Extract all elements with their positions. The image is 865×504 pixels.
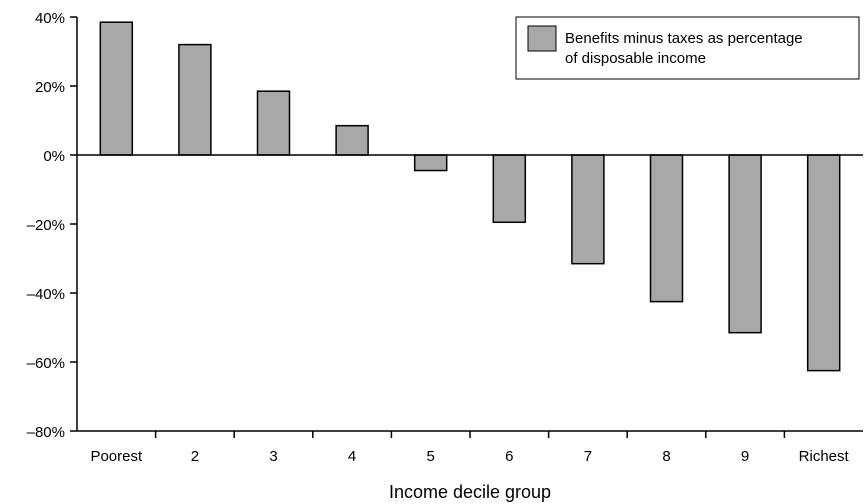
bar-2 — [178, 43, 212, 156]
y-tick-label: –20% — [27, 217, 65, 234]
bar-poorest — [99, 21, 134, 156]
y-tick-label: 40% — [35, 10, 65, 27]
y-tick-label: –40% — [27, 286, 65, 303]
x-tick-label: 5 — [427, 448, 435, 465]
x-tick-label: Poorest — [90, 448, 143, 465]
bar-9 — [728, 154, 762, 334]
legend-swatch — [527, 25, 557, 52]
bar-4 — [335, 124, 369, 156]
bar-5 — [413, 154, 448, 172]
legend-box — [515, 16, 860, 80]
bar-3 — [256, 90, 291, 156]
y-tick-label: –60% — [27, 355, 65, 372]
y-axis-ticks: 40% 20% 0% –20% –40% –60% –80% — [27, 10, 77, 441]
x-tick-label: 9 — [741, 448, 749, 465]
bar-8 — [649, 154, 684, 303]
bar-7 — [571, 154, 605, 265]
x-axis-ticks: Poorest 2 3 4 5 6 7 8 9 Richest — [90, 431, 850, 465]
bar-6 — [492, 154, 527, 224]
x-tick-label: Richest — [799, 448, 850, 465]
x-axis-title: Income decile group — [389, 482, 551, 502]
bars — [99, 21, 841, 372]
x-tick-label: 4 — [348, 448, 356, 465]
legend-label-line-1: Benefits minus taxes as percentage — [565, 30, 803, 47]
x-tick-label: 8 — [662, 448, 670, 465]
y-tick-label: –80% — [27, 424, 65, 441]
y-tick-label: 0% — [43, 148, 65, 165]
y-tick-label: 20% — [35, 79, 65, 96]
legend-label-line-2: of disposable income — [565, 50, 706, 67]
x-tick-label: 2 — [191, 448, 199, 465]
bar-richest — [806, 154, 841, 372]
x-tick-label: 3 — [269, 448, 277, 465]
x-tick-label: 6 — [505, 448, 513, 465]
x-tick-label: 7 — [584, 448, 592, 465]
legend: Benefits minus taxes as percentage of di… — [515, 16, 860, 80]
